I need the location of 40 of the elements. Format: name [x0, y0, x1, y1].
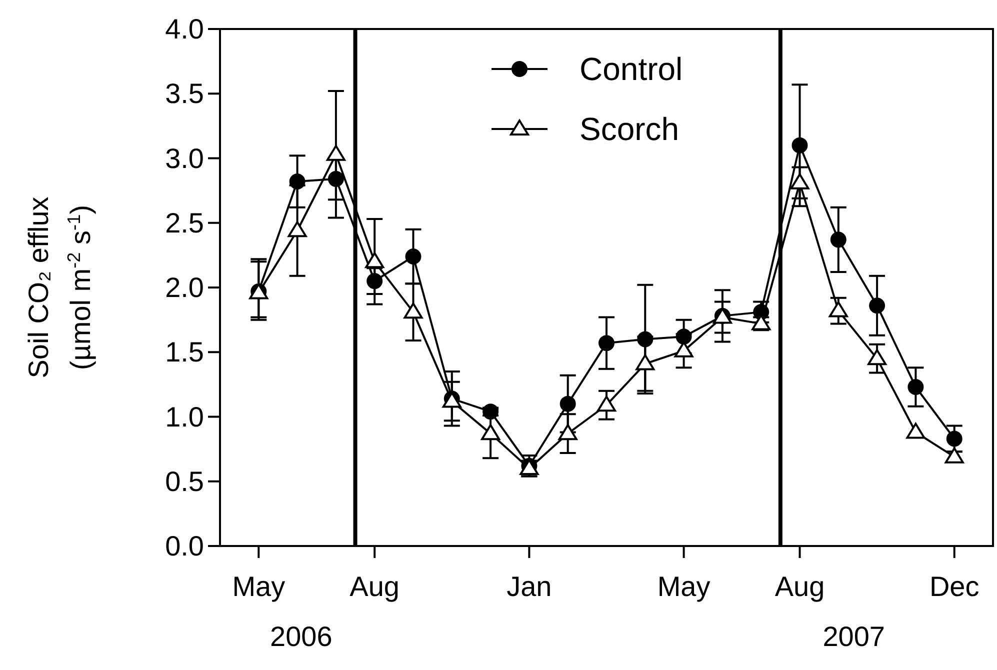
point: [597, 396, 616, 412]
y-tick-label: 3.5: [165, 78, 204, 110]
point: [944, 447, 964, 464]
point: [869, 298, 886, 314]
x-tick-label: Aug: [350, 571, 400, 602]
point: [560, 396, 576, 412]
point: [906, 422, 926, 439]
point: [288, 221, 307, 238]
point: [828, 301, 848, 318]
y-tick-label: 4.0: [165, 14, 204, 44]
point: [868, 349, 887, 366]
legend-label: Scorch: [580, 111, 680, 147]
point: [326, 144, 346, 161]
y-tick-label: 2.5: [165, 207, 204, 238]
point: [946, 430, 962, 447]
point: [790, 173, 810, 190]
x-tick-label: May: [232, 571, 286, 602]
point: [792, 137, 808, 154]
x-tick-label: Dec: [929, 571, 980, 602]
x-tick-label: Jan: [506, 571, 552, 602]
text: 2007: [822, 621, 886, 652]
point: [558, 424, 578, 440]
legend-label: Control: [580, 51, 683, 87]
point: [365, 252, 384, 268]
point: [405, 248, 422, 264]
y-tick-label: 1.0: [165, 401, 204, 432]
point: [598, 335, 614, 352]
y-tick-label: 0.0: [165, 530, 204, 562]
y-tick-label: 2.0: [165, 272, 204, 303]
x-tick-label: May: [657, 571, 710, 602]
point: [908, 379, 924, 396]
x-tick-label: Aug: [774, 571, 825, 602]
point: [636, 354, 655, 370]
y-tick-label: 3.0: [165, 142, 204, 174]
point: [481, 424, 500, 440]
y-tick-label: 0.5: [165, 466, 204, 497]
text: 2006: [270, 621, 332, 652]
y-tick-label: 1.5: [165, 336, 204, 368]
point: [830, 232, 846, 248]
point: [404, 302, 423, 319]
